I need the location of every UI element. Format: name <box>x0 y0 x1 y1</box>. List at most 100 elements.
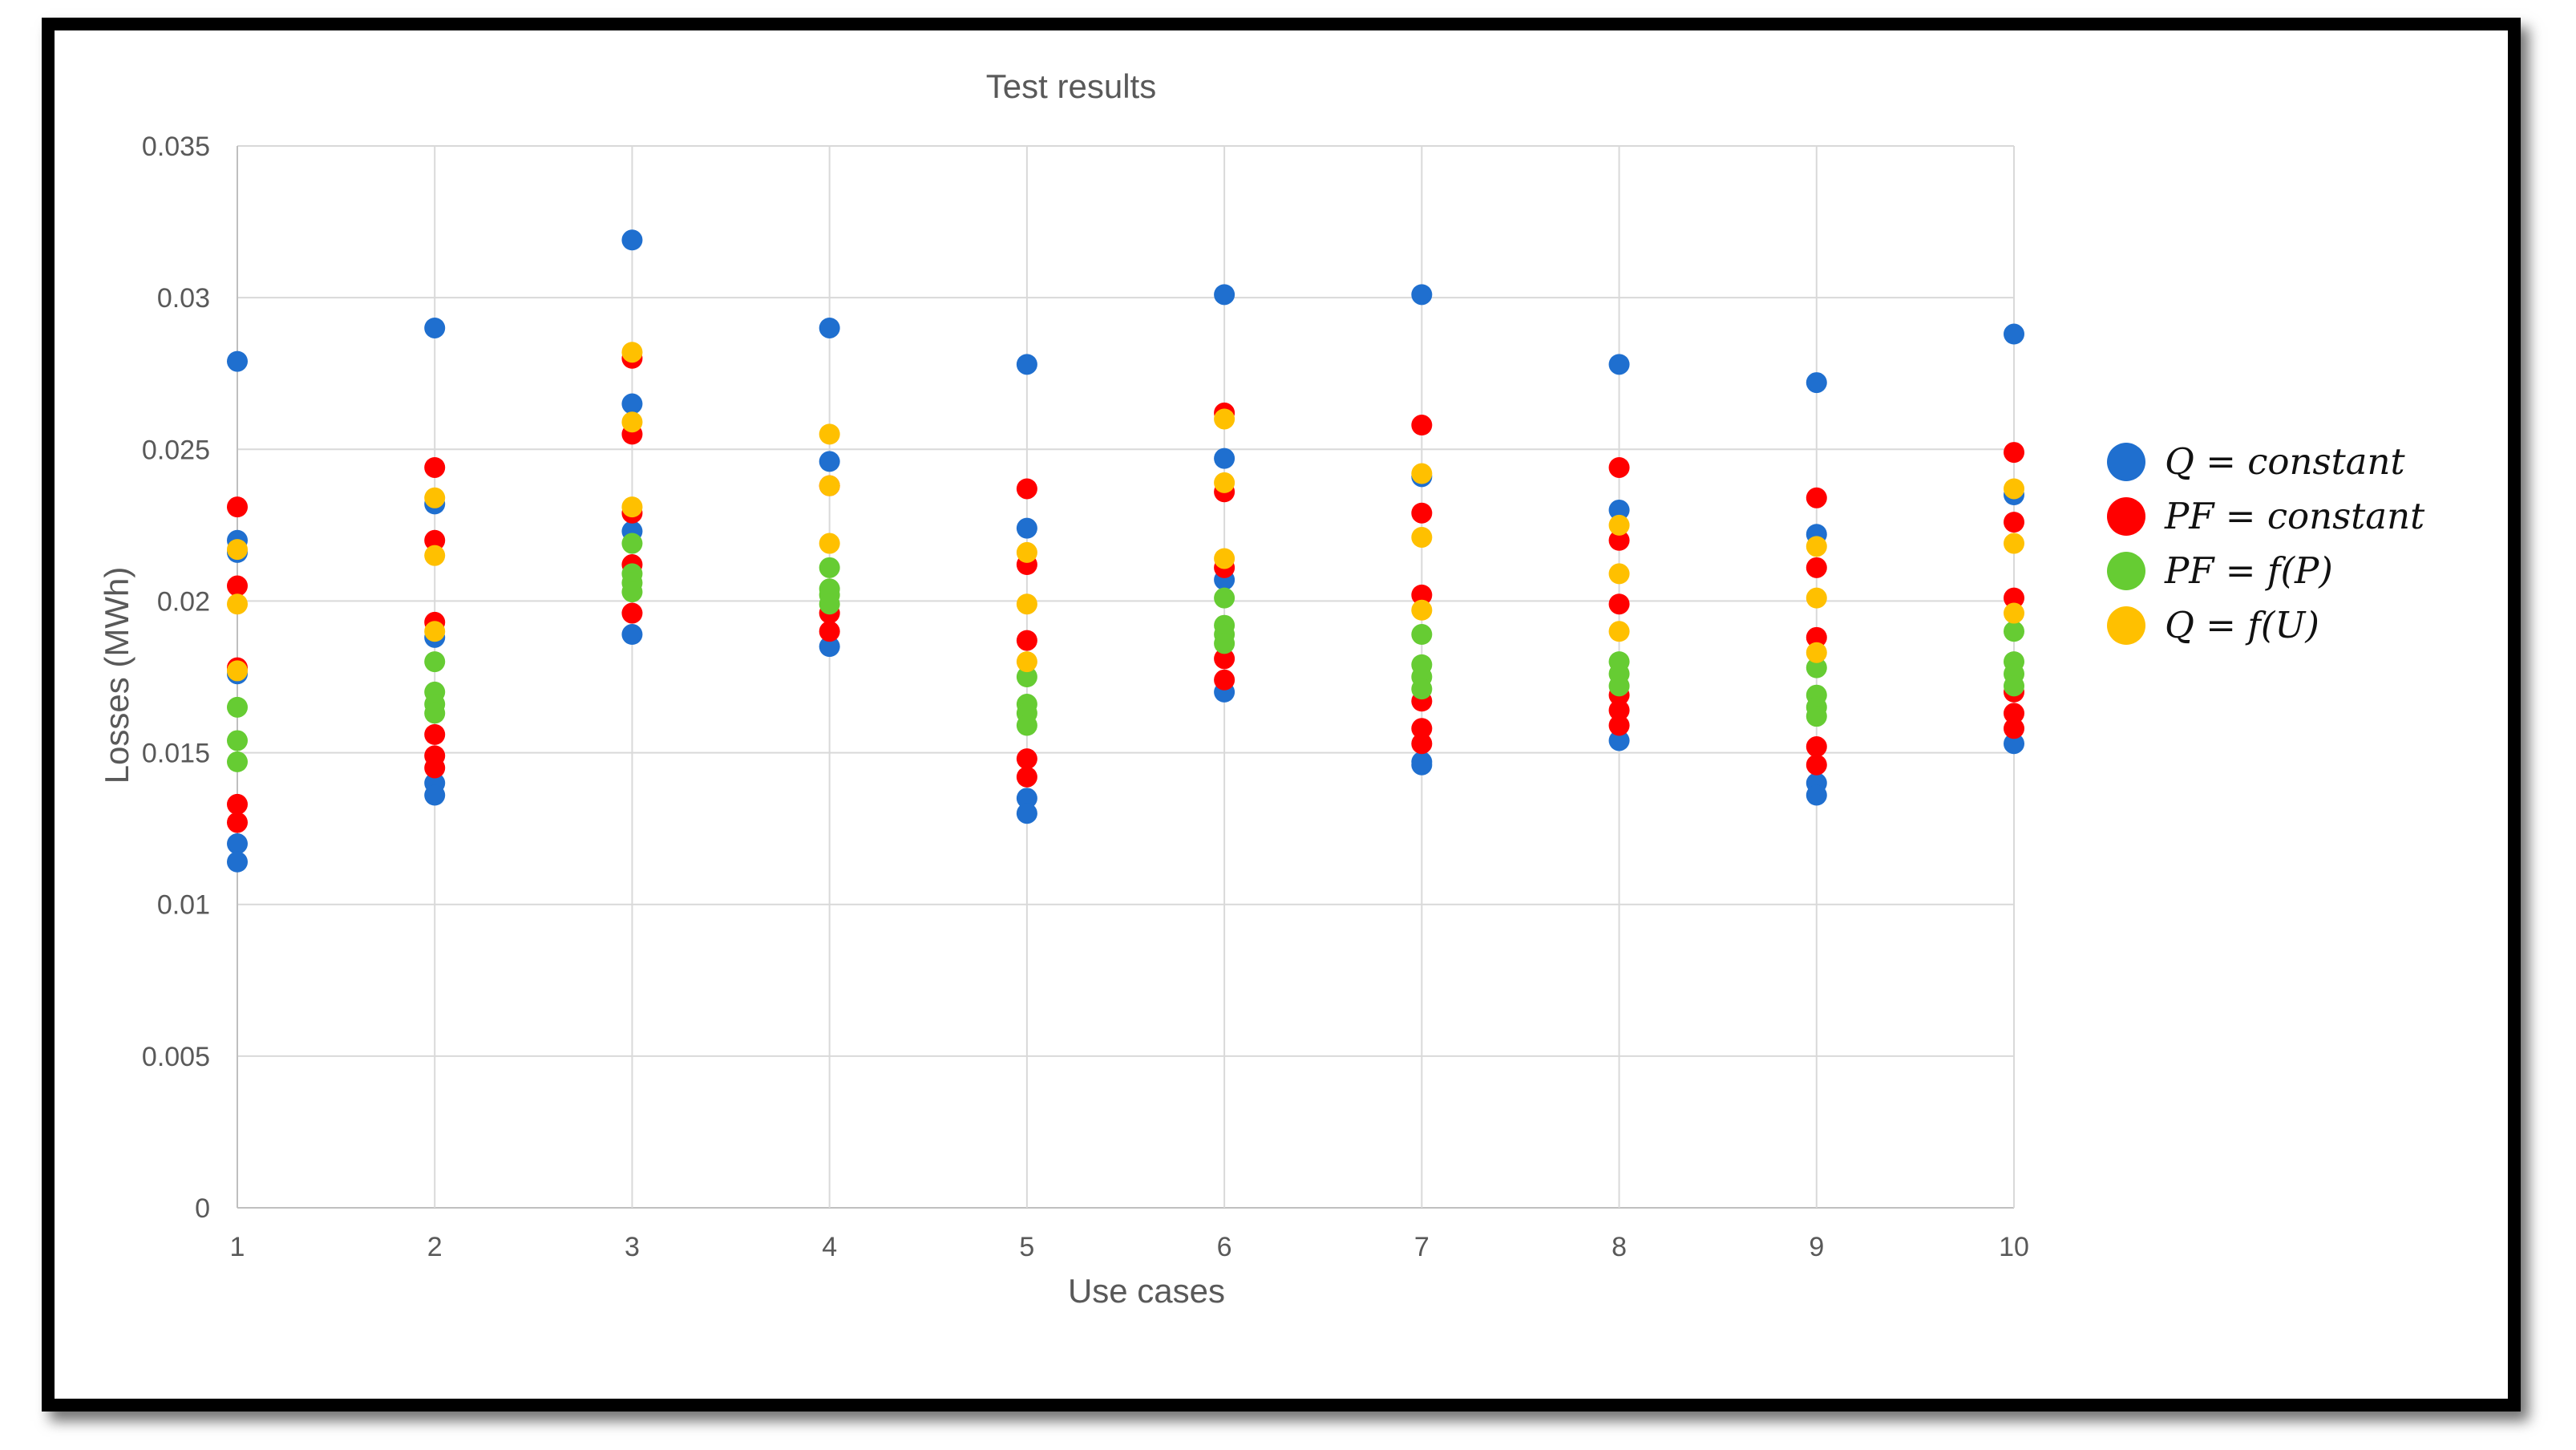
data-point <box>2004 442 2024 464</box>
data-point <box>1214 548 1235 569</box>
data-point <box>424 317 446 338</box>
data-point <box>819 621 840 642</box>
data-point <box>227 660 248 682</box>
x-tick-label: 9 <box>1809 1232 1824 1262</box>
data-point <box>227 496 248 518</box>
data-point <box>1608 730 1630 751</box>
data-point <box>424 487 446 508</box>
data-point <box>2004 703 2024 724</box>
data-point <box>819 317 840 338</box>
data-point <box>819 423 840 445</box>
data-point <box>1411 415 1433 436</box>
x-tick-labels: 1 2 3 4 5 6 7 8 9 10 <box>230 1232 2029 1262</box>
data-point <box>1608 514 1630 536</box>
data-point <box>819 593 840 615</box>
data-point <box>227 730 248 751</box>
data-point <box>227 696 248 718</box>
data-point <box>621 393 643 415</box>
data-point <box>621 624 643 646</box>
data-point <box>1016 651 1037 673</box>
y-tick-label: 0.03 <box>157 283 210 314</box>
data-point <box>1608 621 1630 642</box>
data-point <box>1411 599 1433 621</box>
data-point <box>621 602 643 624</box>
data-point <box>1214 472 1235 493</box>
scatter-chart: Test results 0 0.005 0.01 0.015 0.02 0.025 0.0… <box>98 67 2425 1310</box>
data-point <box>2004 533 2024 554</box>
x-tick-label: 7 <box>1414 1232 1430 1262</box>
grid <box>237 145 2015 1209</box>
data-point <box>227 593 248 615</box>
data-point <box>1214 669 1235 691</box>
legend-item: PF = constant <box>2107 495 2425 537</box>
y-axis-title: Losses (MWh) <box>98 567 135 784</box>
y-tick-labels: 0 0.005 0.01 0.015 0.02 0.025 0.03 0.035 <box>142 132 210 1224</box>
data-point <box>227 812 248 833</box>
data-point <box>819 636 840 658</box>
data-point <box>1016 666 1037 687</box>
legend-marker <box>2107 606 2145 645</box>
data-point <box>1214 633 1235 654</box>
x-axis-title: Use cases <box>1068 1272 1225 1310</box>
data-point <box>1016 715 1037 736</box>
legend-label: PF = constant <box>2164 495 2425 537</box>
data-point <box>1411 584 1433 606</box>
data-point <box>1016 478 1037 500</box>
data-point <box>1806 487 1827 508</box>
data-point <box>1214 448 1235 469</box>
data-point <box>2004 587 2024 609</box>
data-point <box>819 451 840 472</box>
data-point <box>1806 754 1827 776</box>
data-point <box>424 757 446 779</box>
data-point <box>424 621 446 642</box>
series-1-points <box>227 229 2024 873</box>
data-point <box>1608 593 1630 615</box>
legend-item: Q = f(U) <box>2107 604 2319 646</box>
data-point <box>2004 323 2024 345</box>
data-point <box>1016 766 1037 788</box>
legend: Q = constant PF = constant PF = f(P) Q = f(… <box>2107 440 2425 646</box>
data-point <box>424 529 446 551</box>
data-point <box>424 703 446 724</box>
x-tick-label: 1 <box>230 1232 245 1262</box>
data-point <box>227 575 248 597</box>
data-point <box>424 651 446 673</box>
data-point <box>1411 526 1433 548</box>
data-point <box>227 851 248 873</box>
data-point <box>1411 284 1433 306</box>
data-point <box>1016 541 1037 563</box>
data-point <box>1806 706 1827 727</box>
data-point <box>227 793 248 815</box>
legend-item: PF = f(P) <box>2107 549 2333 592</box>
data-point <box>1608 563 1630 585</box>
data-point <box>2004 733 2024 755</box>
x-tick-label: 10 <box>1999 1232 2029 1262</box>
data-point <box>1016 748 1037 770</box>
data-point <box>1608 529 1630 551</box>
data-point <box>621 342 643 363</box>
data-point <box>227 833 248 855</box>
data-point <box>621 533 643 554</box>
data-point <box>227 539 248 561</box>
legend-label: Q = f(U) <box>2165 604 2319 646</box>
y-tick-label: 0 <box>195 1193 210 1224</box>
legend-label: PF = f(P) <box>2164 549 2333 592</box>
chart-frame: Test results 0 0.005 0.01 0.015 0.02 0.025 0.0… <box>42 18 2521 1412</box>
data-point <box>1411 718 1433 739</box>
data-point <box>1806 784 1827 806</box>
data-point <box>424 723 446 745</box>
data-point <box>1806 642 1827 663</box>
data-point <box>1016 630 1037 651</box>
data-point <box>1016 788 1037 809</box>
data-point <box>1806 657 1827 678</box>
data-point <box>2004 512 2024 533</box>
x-tick-label: 3 <box>625 1232 640 1262</box>
data-point <box>1411 754 1433 776</box>
legend-marker <box>2107 552 2145 590</box>
legend-item: Q = constant <box>2107 440 2405 483</box>
data-point <box>1214 284 1235 306</box>
y-tick-label: 0.02 <box>157 586 210 617</box>
series-2-points <box>227 347 2024 833</box>
x-tick-label: 5 <box>1019 1232 1034 1262</box>
data-point <box>1411 733 1433 755</box>
